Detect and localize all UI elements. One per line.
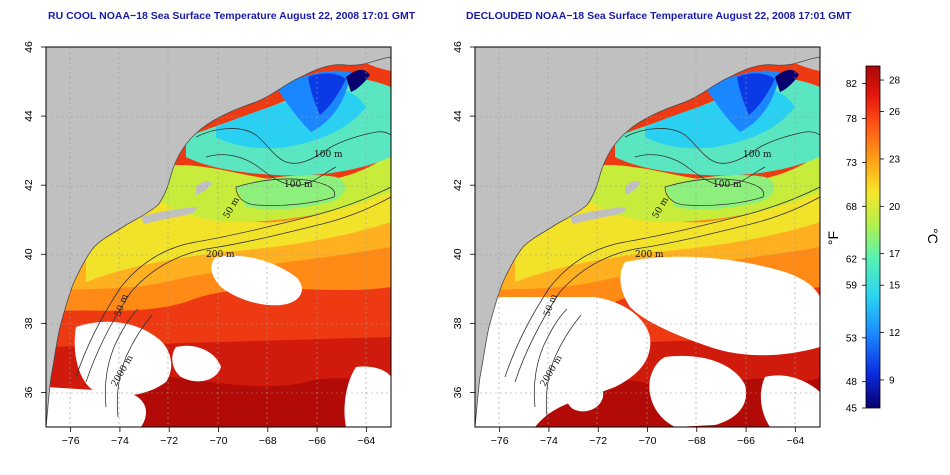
lon-tick-label: −64 [357,435,375,447]
lat-tick-label: 36 [452,386,464,398]
lat-tick-label: 40 [452,248,464,260]
celsius-tick-label: 26 [889,107,901,118]
celsius-tick-label: 20 [889,202,901,213]
lon-tick-label: −70 [210,435,228,447]
lat-tick-label: 40 [23,248,35,260]
lon-tick-label: −72 [160,435,178,447]
map-right: 100 m 100 m 50 m 200 m 50 m 2000 m [474,46,821,428]
depth-label: 200 m [206,250,235,260]
panel-right-title: DECLOUDED NOAA−18 Sea Surface Temperatur… [466,10,852,22]
depth-label: 100 m [314,150,343,160]
lon-tick-label: −68 [688,435,706,447]
lon-tick-label: −66 [737,435,755,447]
celsius-axis-label: °C [925,228,941,244]
fahrenheit-axis-label: °F [825,231,841,245]
celsius-tick-label: 12 [889,328,901,339]
fahrenheit-tick-label: 73 [846,158,858,169]
depth-label: 200 m [635,250,664,260]
lon-tick-label: −76 [491,435,509,447]
fahrenheit-tick-label: 45 [846,404,858,415]
fahrenheit-tick-label: 68 [846,202,858,213]
axes-right: −76 −74 −72 −70 −68 −66 −64 36 38 40 42 44 46 [452,41,804,447]
axes-left: −76 −74 −72 −70 −68 −66 −64 36 38 40 42 44 46 [23,41,375,447]
fahrenheit-tick-label: 48 [846,377,858,388]
depth-label: 100 m [713,180,742,190]
panel-left-title: RU COOL NOAA−18 Sea Surface Temperature … [48,10,416,22]
celsius-tick-label: 17 [889,249,901,260]
lat-tick-label: 44 [23,110,35,122]
lon-tick-label: −64 [786,435,804,447]
lon-tick-label: −76 [62,435,80,447]
celsius-tick-label: 23 [889,154,901,165]
fahrenheit-tick-label: 53 [846,333,858,344]
lat-tick-label: 46 [452,41,464,53]
lat-tick-label: 38 [23,317,35,329]
lat-tick-label: 42 [23,179,35,191]
lon-tick-label: −70 [639,435,657,447]
map-left: 100 m 100 m 50 m 200 m 50 m 2000 m [45,46,392,428]
colorbar-gradient [865,65,881,409]
lon-tick-label: −72 [589,435,607,447]
depth-label: 100 m [743,150,772,160]
celsius-tick-label: 9 [889,375,895,386]
colorbar: 82 78 73 68 62 59 53 48 45 28 26 23 20 17 15 12 9 °F °C [825,65,941,415]
depth-label: 100 m [284,180,313,190]
fahrenheit-tick-label: 59 [846,281,858,292]
lon-tick-label: −66 [308,435,326,447]
fahrenheit-tick-label: 62 [846,254,858,265]
lat-tick-label: 44 [452,110,464,122]
lon-tick-label: −74 [540,435,558,447]
fahrenheit-tick-label: 82 [846,79,858,90]
lat-tick-label: 38 [452,317,464,329]
fahrenheit-tick-label: 78 [846,114,858,125]
lon-tick-label: −74 [111,435,129,447]
lat-tick-label: 42 [452,179,464,191]
lat-tick-label: 46 [23,41,35,53]
celsius-tick-label: 15 [889,281,901,292]
celsius-tick-label: 28 [889,76,901,87]
lat-tick-label: 36 [23,386,35,398]
lon-tick-label: −68 [259,435,277,447]
